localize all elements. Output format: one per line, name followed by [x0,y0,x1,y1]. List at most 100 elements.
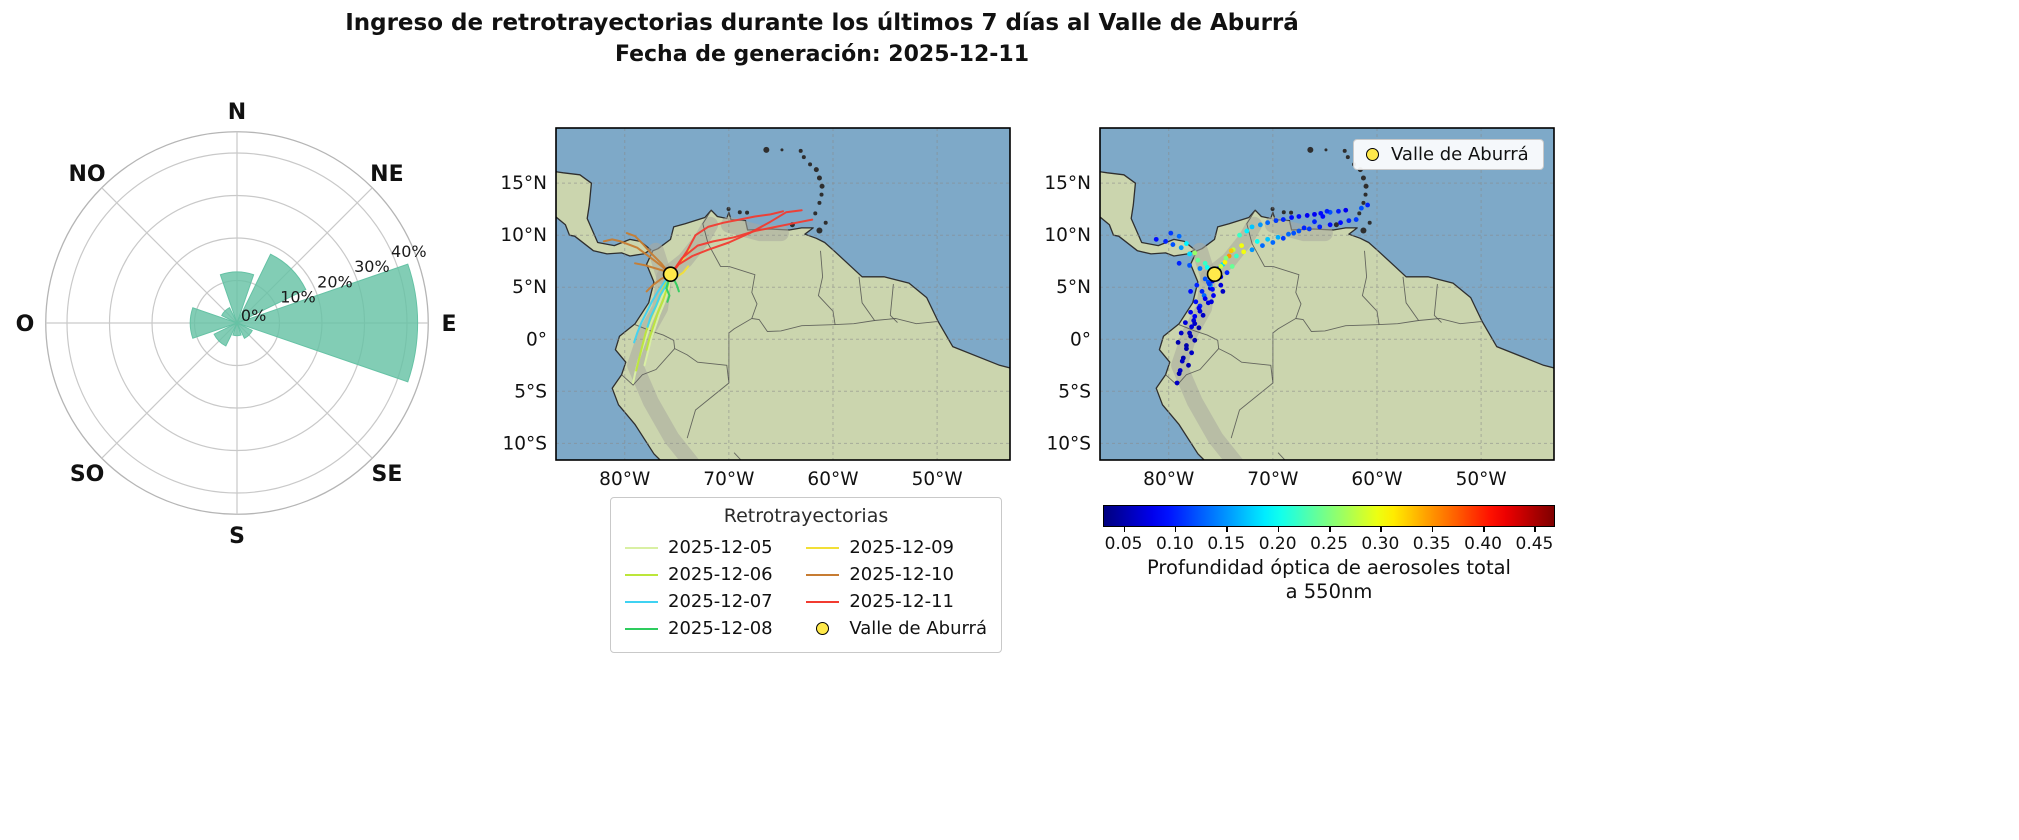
aod-point [1204,265,1210,270]
island [1363,192,1368,197]
island [1289,210,1294,215]
country-border [1165,348,1220,386]
aod-point [1270,240,1276,245]
trajectory-legend-title: Retrotrayectorias [723,505,889,527]
island [1307,146,1314,153]
colorbar-tick-label: 0.40 [1464,534,1503,554]
aod-point [1205,300,1211,306]
island [808,162,813,167]
windrose-radial-tick: 40% [391,242,427,261]
lon-tick-label: 80°W [599,469,650,490]
aod-point [1224,270,1230,276]
colorbar-tick-label: 0.45 [1515,534,1554,554]
legend-entry: 2025-12-11 [806,588,987,615]
aod-point [1189,350,1195,356]
country-border [733,452,742,460]
aod-point [1178,245,1184,251]
aod-point [1296,214,1302,219]
aod-point [1206,281,1212,287]
aod-point [1182,320,1188,326]
trajectory-2025-12-10 [625,232,672,276]
aod-point [1189,324,1195,330]
compass-label-E: E [441,312,456,337]
lat-tick-label: 15°N [500,173,547,194]
aod-point [1306,226,1312,232]
aburra-legend-label: Valle de Aburrá [1391,144,1529,165]
lon-tick-label: 60°W [807,469,858,490]
aod-point [1195,257,1201,263]
compass-label-SO: SO [70,462,105,487]
windrose-petal-NO [221,307,239,325]
aod-point [1275,234,1281,240]
windrose-petal-N [219,271,255,325]
country-border [702,209,758,383]
colorbar-tickmark [1483,527,1485,532]
legend-line-sample [625,627,658,630]
aod-point [1188,333,1193,339]
colorbar-tickmark [1277,527,1280,532]
country-border [751,318,938,332]
colorbar-tickmark [1226,527,1228,532]
aod-point [1254,239,1260,244]
colorbar-tickmark [1123,527,1126,532]
lon-tick-label: 70°W [703,469,754,490]
aod-point [1317,224,1323,230]
lat-tick-label: 15°N [1044,173,1091,194]
island [817,200,822,205]
aod-point [1358,205,1364,211]
aod-point [1289,215,1294,220]
country-border [1295,318,1482,332]
aod-point [1222,259,1228,265]
legend-entry: 2025-12-10 [806,561,987,588]
island [819,192,824,197]
aod-point [1197,266,1203,271]
aod-point [1291,230,1297,236]
country-border [858,276,875,321]
aod-point [1265,220,1271,226]
windrose-radial-tick: 30% [354,257,390,276]
colorbar-label-unit: a 550nm [1285,580,1373,603]
aod-point [1296,228,1302,234]
trajectory-2025-12-11 [669,210,784,276]
island [1324,148,1328,152]
windrose-petal-NE [235,253,307,325]
aod-point [1188,309,1193,315]
valle-marker-icon [1366,148,1379,161]
aod-point [1153,236,1159,242]
trajectory-2025-12-10 [602,238,672,276]
lon-tick-label: 70°W [1247,469,1298,490]
aod-point [1241,249,1247,255]
legend-entry: 2025-12-07 [625,588,800,615]
aod-point [1218,282,1224,288]
lat-tick-label: 5°S [514,381,547,402]
lon-tick-label: 50°W [912,469,963,490]
windrose-petal-E [235,263,419,383]
aod-point [1186,362,1191,368]
colorbar-tick-label: 0.25 [1310,534,1348,554]
aod-point [1193,299,1199,305]
aod-point [1199,288,1205,294]
aod-point [1187,262,1192,268]
island [745,210,750,215]
aod-point [1312,211,1317,217]
legend-entry: 2025-12-06 [625,561,800,588]
colorbar-tick-label: 0.15 [1207,534,1246,554]
aod-point [1346,218,1352,224]
valle-de-aburra-marker [662,266,679,283]
country-border [1277,452,1286,460]
legend-entry-marker: Valle de Aburrá [806,615,987,642]
colorbar-gradient [1103,505,1555,527]
legend-entry: 2025-12-09 [806,534,987,561]
aod-point [1176,371,1182,377]
lat-tick-label: 10°S [1046,433,1091,454]
aburra-legend: Valle de Aburrá [1353,139,1544,170]
legend-line-sample [806,600,840,603]
aod-point [1336,208,1341,214]
island [819,183,825,189]
island [1361,200,1366,205]
colorbar-tickmark [1431,527,1434,532]
legend-entry: 2025-12-08 [625,615,800,642]
aod-point [1200,312,1206,318]
aod-point [1188,288,1193,294]
aod-point [1301,225,1307,231]
